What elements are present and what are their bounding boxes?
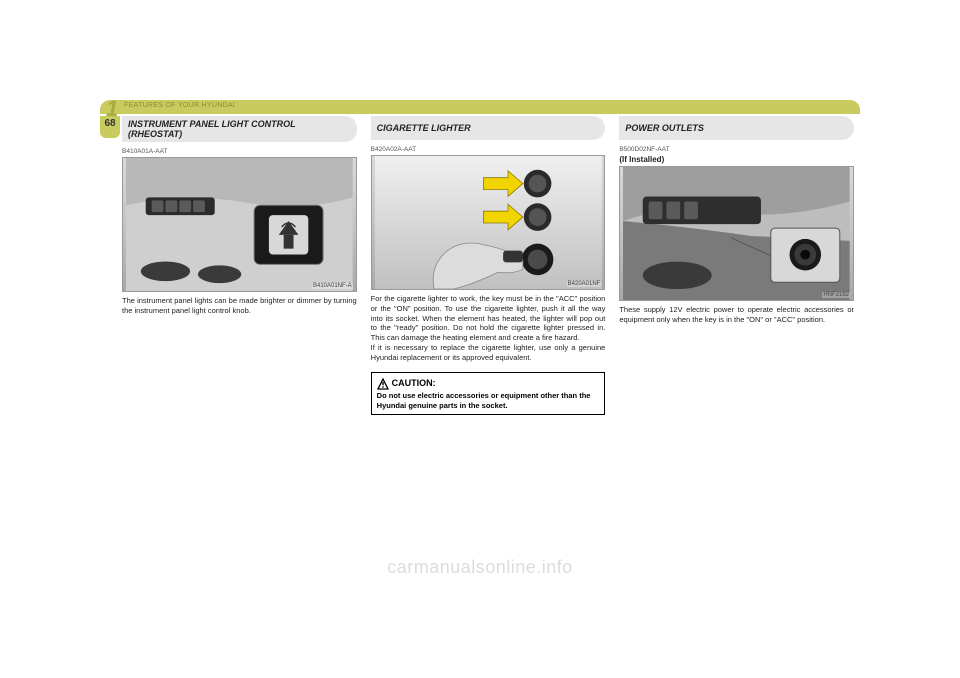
caution-title: CAUTION: [392, 378, 436, 388]
column-lighter: CIGARETTE LIGHTER B420A02A-AAT [371, 116, 606, 578]
column-power-outlets: POWER OUTLETS B500D02NF-AAT (If Installe… [619, 116, 854, 578]
doc-code: B500D02NF-AAT [619, 146, 854, 153]
body-text: For the cigarette lighter to work, the k… [371, 294, 606, 362]
page-number: 68 [100, 116, 120, 138]
figure-label: B420A01NF [567, 281, 602, 287]
column-title: POWER OUTLETS [619, 116, 854, 140]
section-title: FEATURES OF YOUR HYUNDAI [124, 102, 235, 109]
body-text: These supply 12V electric power to opera… [619, 305, 854, 325]
column-title: INSTRUMENT PANEL LIGHT CONTROL (RHEOSTAT… [122, 116, 357, 142]
caution-box: CAUTION: Do not use electric accessories… [371, 372, 606, 415]
column-rheostat: INSTRUMENT PANEL LIGHT CONTROL (RHEOSTAT… [122, 116, 357, 578]
manual-page: 1 FEATURES OF YOUR HYUNDAI 68 INSTRUMENT… [100, 100, 860, 578]
doc-code: B410A01A-AAT [122, 148, 357, 155]
caution-header: CAUTION: [377, 377, 600, 389]
column-title: CIGARETTE LIGHTER [371, 116, 606, 140]
figure-label: B410A01NF-A [312, 283, 353, 289]
figure-lighter: B420A01NF [371, 155, 606, 290]
subheading: (If Installed) [619, 155, 854, 164]
figure-label: HNF2182 [822, 292, 850, 298]
columns: INSTRUMENT PANEL LIGHT CONTROL (RHEOSTAT… [122, 116, 854, 578]
body-text: The instrument panel lights can be made … [122, 296, 357, 316]
warning-icon [377, 377, 389, 389]
figure-rheostat: B410A01NF-A [122, 157, 357, 292]
caution-text: Do not use electric accessories or equip… [377, 391, 600, 410]
doc-code: B420A02A-AAT [371, 146, 606, 153]
figure-power-outlet: HNF2182 [619, 166, 854, 301]
